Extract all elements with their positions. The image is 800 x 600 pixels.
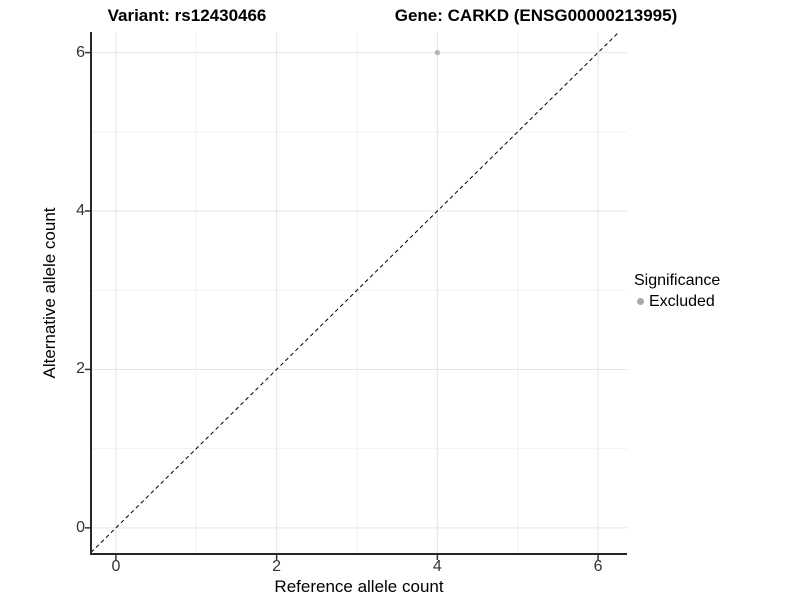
gene-title: Gene: CARKD (ENSG00000213995) [394,6,678,25]
y-tick-label: 0 [76,518,85,536]
legend-item-excluded: Excluded [632,291,798,312]
legend-title: Significance [634,272,721,289]
x-axis-title: Reference allele count [274,577,444,596]
y-axis-title: Alternative allele count [40,207,59,379]
x-tick-label: 0 [111,558,121,575]
y-tick-label: 6 [76,43,85,61]
legend-item-label: Excluded [649,293,715,310]
excluded-point-icon [637,298,644,305]
x-tick-label: 6 [593,558,603,575]
legend: Significance Excluded [632,270,798,312]
identity-dashed-line [91,32,620,553]
data-layer [91,32,620,553]
y-tick-label: 2 [76,360,85,378]
x-tick-label: 4 [432,558,442,575]
x-tick-label: 2 [272,558,282,575]
data-point [434,49,440,56]
y-tick-label: 4 [76,202,85,220]
variant-title: Variant: rs12430466 [107,6,267,25]
